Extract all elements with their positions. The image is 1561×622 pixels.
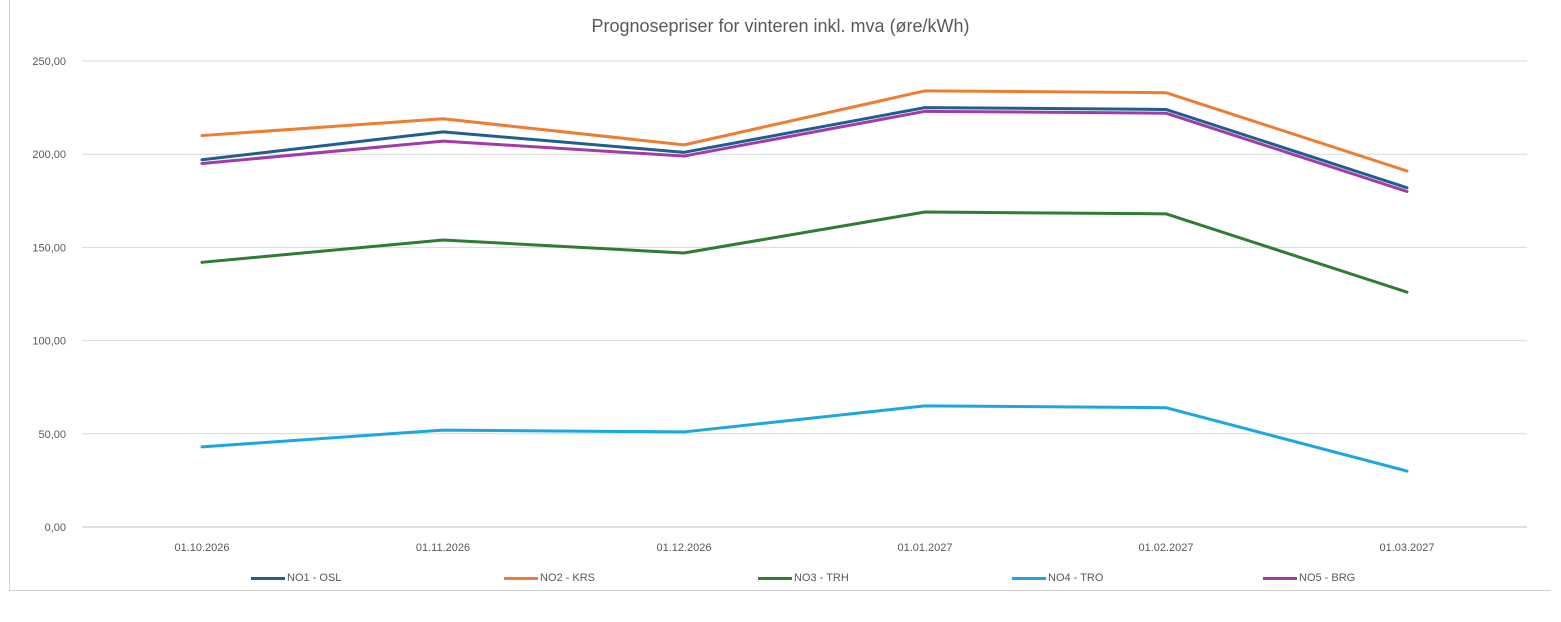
legend-swatch [504, 576, 538, 580]
series-line-5 [200, 109, 1409, 193]
y-tick-label: 0,00 [45, 522, 66, 534]
y-tick-label: 200,00 [32, 149, 66, 161]
chart-frame [9, 0, 1551, 591]
x-tick-label: 01.12.2026 [656, 542, 711, 554]
y-tick-label: 150,00 [32, 242, 66, 254]
legend-item: NO3 - TRH [758, 572, 849, 584]
legend-label: NO3 - TRH [794, 572, 849, 584]
legend: NO1 - OSL NO2 - KRS NO3 - TRH NO4 - TRO NO5 … [0, 572, 1561, 588]
y-tick-label: 100,00 [32, 336, 66, 348]
x-tick-label: 01.03.2027 [1379, 542, 1434, 554]
legend-label: NO2 - KRS [540, 572, 596, 584]
legend-label: NO5 - BRG [1299, 572, 1356, 584]
gridlines [82, 60, 1527, 528]
series-line-1 [200, 106, 1409, 190]
legend-label: NO1 - OSL [287, 572, 342, 584]
legend-swatch [758, 576, 792, 580]
series-line-3 [200, 210, 1409, 294]
legend-swatch [251, 576, 285, 580]
series-lines [200, 89, 1409, 473]
legend-label: NO4 - TRO [1048, 572, 1104, 584]
y-tick-label: 50,00 [38, 429, 66, 441]
x-tick-label: 01.10.2026 [174, 542, 229, 554]
series-line-2 [200, 89, 1409, 173]
x-tick-label: 01.02.2027 [1138, 542, 1193, 554]
legend-swatch [1012, 576, 1046, 580]
legend-item: NO4 - TRO [1012, 572, 1103, 584]
y-tick-label: 250,00 [32, 56, 66, 68]
y-axis-ticks: 0,00 50,00 100,00 150,00 200,00 250,00 [32, 56, 66, 534]
series-line-4 [200, 404, 1409, 473]
legend-item: NO2 - KRS [504, 572, 595, 584]
chart-title: Prognosepriser for vinteren inkl. mva (ø… [591, 16, 970, 36]
x-axis-ticks: 01.10.2026 01.11.2026 01.12.2026 01.01.2027… [174, 542, 1434, 554]
legend-item: NO5 - BRG [1263, 572, 1355, 584]
x-tick-label: 01.01.2027 [897, 542, 952, 554]
legend-swatch [1263, 576, 1297, 580]
legend-item: NO1 - OSL [251, 572, 341, 584]
x-tick-label: 01.11.2026 [416, 542, 470, 554]
